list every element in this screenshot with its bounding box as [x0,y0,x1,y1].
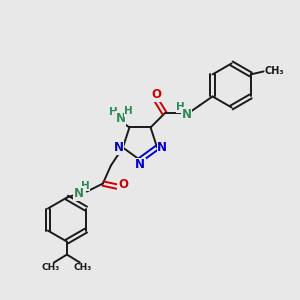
Text: N: N [182,108,192,121]
Text: N: N [114,141,124,154]
Text: H: H [109,107,118,117]
Text: H: H [176,102,185,112]
Text: O: O [152,88,162,101]
Text: H: H [124,106,133,116]
Text: CH₃: CH₃ [265,66,284,76]
Text: H: H [80,181,89,190]
Text: N: N [157,141,167,154]
Text: N: N [74,187,84,200]
Text: CH₃: CH₃ [74,263,92,272]
Text: N: N [116,112,125,125]
Text: O: O [118,178,128,191]
Text: CH₃: CH₃ [42,263,60,272]
Text: N: N [135,158,145,172]
